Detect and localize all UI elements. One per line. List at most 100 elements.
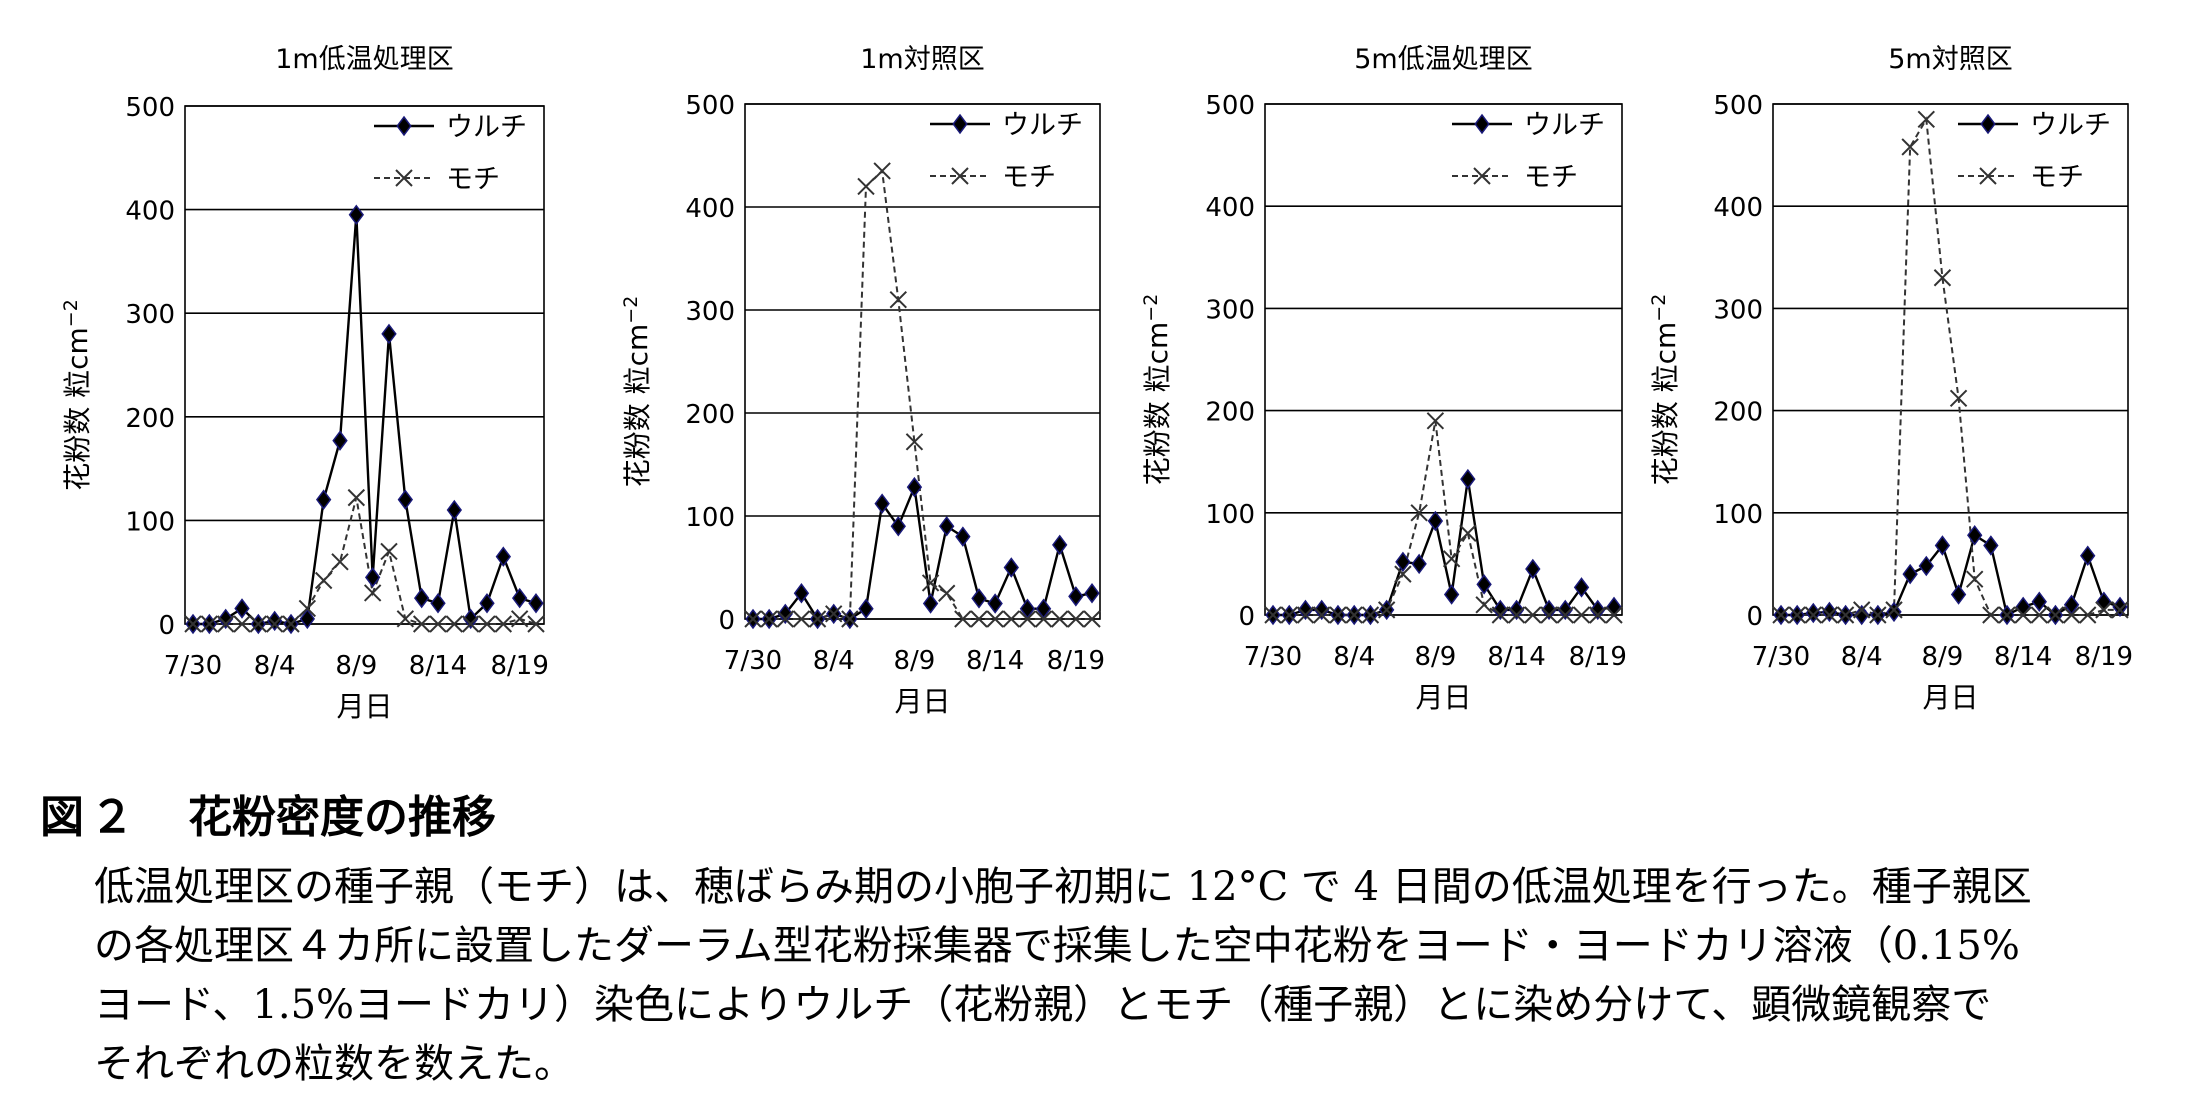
mochi-marker bbox=[1491, 606, 1510, 624]
mochi-marker bbox=[1524, 606, 1542, 624]
y-tick-label: 300 bbox=[1205, 295, 1255, 325]
x-axis-label: 月日 bbox=[1922, 681, 1978, 714]
mochi-marker bbox=[1442, 550, 1461, 568]
y-tick-label: 0 bbox=[718, 606, 735, 636]
chart-title: 5m対照区 bbox=[1888, 44, 2012, 75]
mochi-marker bbox=[1507, 606, 1526, 624]
legend-label: ウルチ bbox=[1002, 110, 1083, 141]
uruchi-marker bbox=[364, 567, 381, 588]
caption-line: 低温処理区の種子親（モチ）は、穂ばらみ期の小胞子初期に 12°C で 4 日間の… bbox=[94, 864, 2032, 910]
uruchi-marker bbox=[1427, 510, 1444, 532]
mochi-marker bbox=[873, 162, 891, 180]
mochi-marker bbox=[1982, 606, 2000, 624]
mochi-marker bbox=[347, 488, 366, 507]
mochi-marker bbox=[2095, 601, 2113, 619]
mochi-marker bbox=[527, 615, 545, 633]
mochi-marker bbox=[2030, 606, 2048, 624]
uruchi-marker bbox=[1541, 599, 1557, 621]
uruchi-marker bbox=[2015, 596, 2031, 618]
legend-label: モチ bbox=[1002, 162, 1056, 193]
y-tick-label: 500 bbox=[685, 91, 735, 121]
mochi-marker bbox=[2014, 606, 2032, 624]
mochi-marker bbox=[282, 615, 300, 633]
chart-panel: 0 100 200 300 400 500 7/30 8/4 8/9 8/14 8/19 1m対照区月… bbox=[620, 44, 1105, 718]
x-tick-label: 7/30 bbox=[164, 651, 222, 681]
x-tick-label: 7/30 bbox=[1244, 642, 1302, 672]
x-tick-label: 8/4 bbox=[813, 646, 855, 676]
uruchi-marker bbox=[397, 489, 414, 510]
y-tick-label: 100 bbox=[1713, 500, 1763, 530]
mochi-marker bbox=[776, 610, 794, 628]
mochi-marker bbox=[1788, 606, 1806, 624]
uruchi-marker bbox=[890, 516, 906, 537]
x-tick-label: 7/30 bbox=[1752, 642, 1810, 672]
caption-line: ヨード、1.5%ヨードカリ）染色によりウルチ（花粉親）とモチ（種子親）とに染め分… bbox=[94, 982, 1992, 1028]
x-tick-label: 8/9 bbox=[335, 651, 377, 681]
uruchi-marker bbox=[266, 610, 283, 632]
mochi-marker bbox=[938, 584, 956, 602]
y-tick-label: 400 bbox=[1205, 193, 1255, 223]
x-tick-label: 8/19 bbox=[1569, 642, 1627, 672]
y-tick-label: 400 bbox=[685, 194, 735, 224]
uruchi-marker bbox=[1950, 584, 1967, 605]
mochi-marker bbox=[1540, 606, 1558, 624]
y-axis-label-part: −2 bbox=[1140, 294, 1162, 322]
legend-label: ウルチ bbox=[446, 112, 527, 143]
y-axis-label-part: 花粉数 bbox=[621, 394, 654, 487]
x-tick-label: 7/30 bbox=[724, 646, 782, 676]
x-tick-label: 8/14 bbox=[1487, 642, 1545, 672]
mochi-marker bbox=[1410, 504, 1428, 522]
uruchi-marker bbox=[315, 489, 332, 510]
legend-label: モチ bbox=[2030, 162, 2084, 193]
y-axis-label-part: 花粉数 bbox=[61, 398, 94, 491]
plot-frame bbox=[744, 103, 1101, 620]
mochi-series-line bbox=[1273, 420, 1614, 616]
uruchi-marker bbox=[971, 588, 987, 609]
uruchi-marker bbox=[1068, 586, 1084, 607]
mochi-marker bbox=[2111, 601, 2129, 619]
uruchi-marker bbox=[1395, 551, 1411, 573]
uruchi-series-line bbox=[1781, 533, 2121, 617]
uruchi-marker bbox=[1821, 601, 1838, 623]
mochi-marker bbox=[380, 542, 398, 561]
uruchi-marker bbox=[1573, 577, 1590, 598]
y-axis-label-part: 粒cm bbox=[1141, 322, 1174, 393]
mochi-marker bbox=[510, 610, 529, 628]
mochi-marker bbox=[1966, 570, 1984, 588]
mochi-marker bbox=[1979, 167, 1997, 185]
x-tick-label: 8/19 bbox=[1047, 646, 1105, 676]
mochi-marker bbox=[395, 169, 413, 187]
mochi-marker bbox=[2046, 606, 2065, 624]
y-axis-label-part: 粒cm bbox=[1649, 322, 1682, 393]
y-tick-label: 200 bbox=[1713, 398, 1763, 428]
mochi-marker bbox=[1885, 601, 1903, 619]
chart-title: 1m対照区 bbox=[860, 44, 984, 75]
figure-caption-title: 図 ２ 花粉密度の推移 bbox=[40, 788, 2190, 848]
uruchi-marker bbox=[1980, 113, 1996, 135]
y-tick-label: 500 bbox=[1205, 91, 1255, 121]
uruchi-marker bbox=[1460, 468, 1476, 490]
mochi-marker bbox=[951, 167, 969, 185]
uruchi-marker bbox=[1084, 583, 1100, 604]
x-axis-label: 月日 bbox=[1415, 681, 1471, 714]
legend-label: ウルチ bbox=[2030, 110, 2111, 141]
mochi-marker bbox=[265, 615, 284, 633]
mochi-marker bbox=[1018, 610, 1037, 628]
uruchi-marker bbox=[906, 476, 923, 498]
figure-title: 花粉密度の推移 bbox=[188, 792, 496, 843]
y-tick-label: 0 bbox=[1238, 602, 1255, 632]
mochi-marker bbox=[1361, 606, 1380, 624]
uruchi-marker bbox=[1476, 574, 1492, 595]
x-tick-label: 8/9 bbox=[894, 646, 936, 676]
x-tick-label: 8/4 bbox=[1841, 642, 1883, 672]
x-tick-label: 8/14 bbox=[1994, 642, 2052, 672]
mochi-marker bbox=[1034, 610, 1053, 628]
x-tick-label: 8/19 bbox=[2075, 642, 2133, 672]
mochi-marker bbox=[905, 433, 924, 451]
uruchi-marker bbox=[479, 593, 495, 614]
uruchi-marker bbox=[299, 608, 316, 630]
y-axis-label: 花粉数 粒cm−2 bbox=[620, 296, 654, 488]
mochi-marker bbox=[841, 610, 859, 628]
uruchi-marker bbox=[858, 598, 874, 619]
mochi-marker bbox=[1051, 610, 1069, 628]
